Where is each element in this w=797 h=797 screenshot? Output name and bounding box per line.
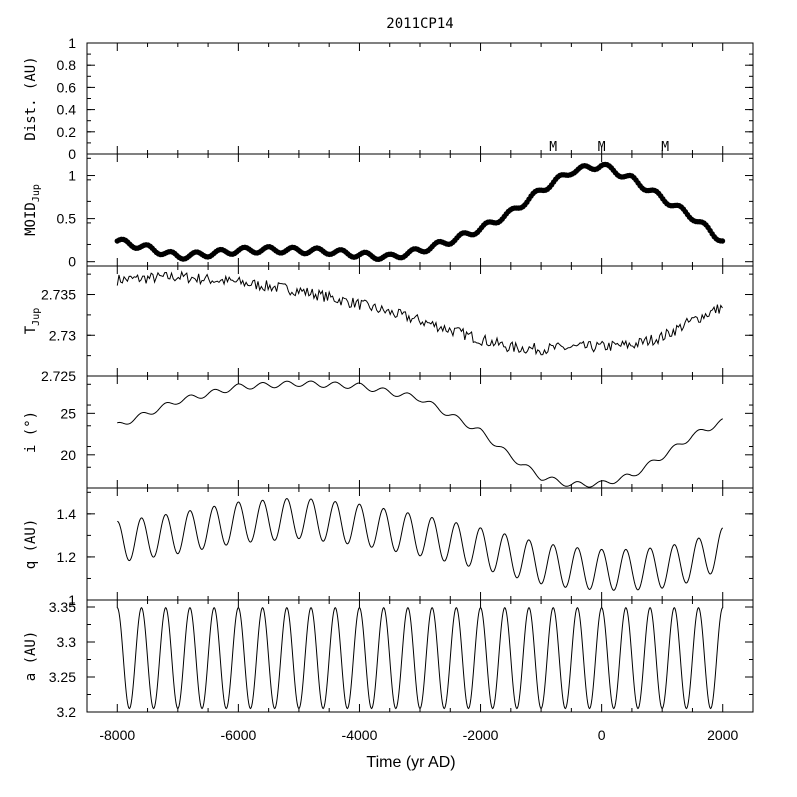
y-axis-label-text: a (AU) (23, 631, 39, 682)
x-axis-label: Time (yr AD) (366, 754, 455, 771)
y-tick-label: 0 (68, 254, 76, 270)
y-tick-label: 3.35 (49, 599, 76, 615)
y-tick-label: 1 (68, 592, 76, 608)
series-line-q (117, 498, 724, 591)
x-tick-label: -2000 (463, 727, 499, 743)
series-line-a (116, 606, 724, 710)
y-tick-label: 0.5 (57, 211, 77, 227)
y-tick-label: 1 (68, 168, 76, 184)
moid-point (719, 238, 726, 244)
x-axis: -8000 -6000 -4000 -2000 0 2000 (99, 727, 738, 743)
x-tick-label: -6000 (220, 727, 256, 743)
y-tick-label: 25 (60, 405, 76, 421)
y-axis-label-text: q (AU) (23, 519, 39, 570)
y-tick-label: 0.8 (57, 57, 77, 73)
y-axis-label-text: MOID (23, 202, 39, 236)
x-tick-label: -8000 (99, 727, 135, 743)
y-axis-label-moid: MOIDJup (23, 184, 42, 236)
y-axis-label-a: a (AU) (23, 631, 39, 682)
series-line-incl (117, 380, 723, 488)
y-tick-label: 0 (68, 146, 76, 162)
close-approach-marker: M (598, 140, 606, 155)
panel-incl: 20 25 i (°) (23, 375, 754, 489)
y-tick-label: 20 (60, 447, 76, 463)
y-axis-label-incl: i (°) (23, 411, 39, 453)
close-approach-marker: M (661, 140, 669, 155)
y-axis-label-tjup: TJup (23, 308, 42, 335)
y-axis-label-text: i (°) (23, 411, 39, 453)
y-tick-label: 1 (68, 35, 76, 51)
x-tick-label: 0 (598, 727, 606, 743)
y-tick-label: 2.73 (49, 327, 76, 343)
x-tick-label: -4000 (342, 727, 378, 743)
x-tick-label: 2000 (707, 727, 738, 743)
y-axis-label-text: Dist. (AU) (23, 56, 39, 140)
y-tick-label: 2.725 (41, 368, 76, 384)
y-tick-label: 3.3 (57, 634, 77, 650)
y-axis-label-subscript: Jup (31, 308, 42, 326)
close-approach-marker: M (549, 140, 557, 155)
y-tick-label: 3.2 (57, 704, 77, 720)
y-tick-label: 3.25 (49, 669, 76, 685)
y-axis-label-subscript: Jup (31, 184, 42, 202)
panel-a: 3.2 3.25 3.3 3.35 a (AU) (23, 599, 754, 720)
y-axis-label-dist: Dist. (AU) (23, 56, 39, 140)
panel-moid: 0 0.5 1 MOIDJup (23, 153, 754, 270)
chart-title: 2011CP14 (386, 16, 453, 32)
y-tick-label: 0.2 (57, 124, 77, 140)
y-tick-label: 1.2 (57, 549, 77, 565)
series-line-tjup (116, 270, 723, 356)
y-tick-label: 0.4 (57, 102, 77, 118)
y-tick-label: 0.6 (57, 79, 77, 95)
y-axis-label-text: T (23, 325, 39, 334)
y-tick-label: 1.4 (57, 506, 77, 522)
y-tick-label: 2.735 (41, 287, 76, 303)
y-axis-label-q: q (AU) (23, 519, 39, 570)
